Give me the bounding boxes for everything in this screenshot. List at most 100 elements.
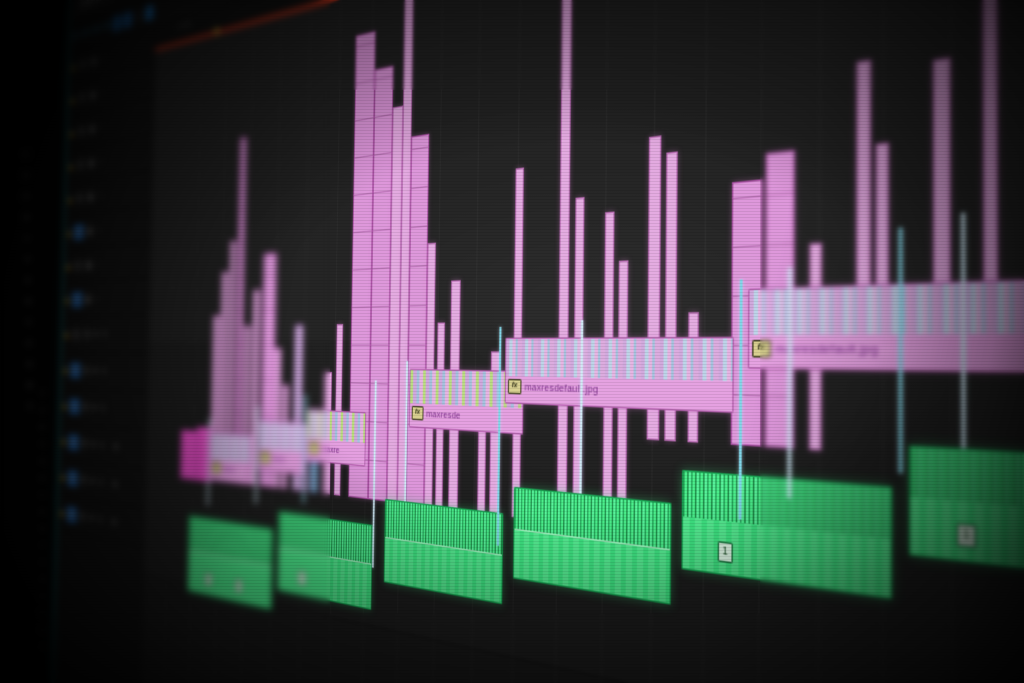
stacked-video-clip[interactable] <box>397 0 414 504</box>
track-number-badge[interactable]: A2 <box>69 362 81 379</box>
audio-clips[interactable]: 121111 <box>155 0 1024 611</box>
track-header-v1[interactable]: 🔒 V1 ◉ ○ <box>61 278 150 318</box>
track-number-badge[interactable]: A6 <box>66 505 77 524</box>
solo-button[interactable]: S <box>102 366 106 376</box>
tool-icon[interactable] <box>39 508 45 515</box>
stacked-video-clip[interactable] <box>322 371 333 495</box>
tool-icon[interactable] <box>39 610 45 617</box>
stacked-video-clip[interactable] <box>333 324 344 496</box>
audio-clip[interactable] <box>512 486 672 605</box>
track-number-badge[interactable]: V2 <box>72 257 84 275</box>
voice-over-button[interactable]: S) <box>113 442 119 452</box>
tool-icon[interactable] <box>39 644 45 650</box>
lock-icon[interactable]: 🔒 <box>65 262 71 272</box>
video-clip[interactable]: fx maxresdefault.jpg <box>504 336 734 414</box>
stacked-video-clip[interactable] <box>856 59 872 354</box>
track-options-icon[interactable]: ○ <box>99 122 103 132</box>
timeline-tracks-area[interactable]: 00:15:00:00 0:00 fxmaxrfxmaxifxmaxrefxma… <box>136 0 1024 683</box>
mute-button[interactable]: M <box>93 366 97 376</box>
lock-icon[interactable]: 🔒 <box>70 62 76 72</box>
stacked-video-clip[interactable] <box>448 280 461 511</box>
stacked-video-clip[interactable] <box>233 136 247 484</box>
tool-icon[interactable] <box>39 440 45 447</box>
eye-icon[interactable]: ◉ <box>87 154 96 171</box>
video-clip[interactable]: fx maxre <box>306 409 367 467</box>
track-options-icon[interactable]: ○ <box>101 53 105 64</box>
clip-edit-handles[interactable] <box>155 0 1024 568</box>
clip-edit-handle[interactable] <box>302 394 307 504</box>
fx-badge[interactable]: fx <box>411 405 424 421</box>
video-clip[interactable]: fx maxresde <box>408 368 524 435</box>
tool-icon[interactable] <box>39 423 45 430</box>
track-options-icon[interactable]: ○ <box>96 259 100 269</box>
eye-icon[interactable]: ◉ <box>85 223 94 239</box>
clip-edit-handle[interactable] <box>738 279 743 520</box>
tool-icon[interactable] <box>39 559 45 566</box>
solo-button[interactable]: S <box>100 440 104 450</box>
fx-badge[interactable]: fx <box>212 461 221 475</box>
tool-icon[interactable] <box>39 525 45 532</box>
tool-icon[interactable] <box>39 627 45 634</box>
eye-icon[interactable]: ◉ <box>88 120 96 137</box>
lock-icon[interactable]: 🔒 <box>64 295 70 305</box>
track-target-icon[interactable]: ■ <box>80 435 89 452</box>
stacked-video-clip[interactable] <box>511 167 524 519</box>
track-row-v2[interactable] <box>148 175 1024 306</box>
track-number-badge[interactable]: V5 <box>75 155 86 174</box>
tool-icon[interactable] <box>39 406 45 413</box>
stacked-video-clip[interactable] <box>386 105 404 503</box>
tool-icon[interactable] <box>39 542 45 549</box>
track-number-badge[interactable]: V4 <box>74 189 85 208</box>
audio-clip[interactable]: 1 <box>277 511 373 611</box>
tool-icon[interactable] <box>22 212 31 222</box>
stacked-video-clip[interactable] <box>616 260 629 532</box>
stacked-video-clip[interactable] <box>210 315 220 481</box>
tool-icon[interactable] <box>24 338 33 348</box>
stacked-video-clip[interactable] <box>932 57 951 354</box>
tool-icon[interactable] <box>39 457 45 464</box>
track-row-v6[interactable] <box>152 0 1024 161</box>
track-row-a2[interactable] <box>146 379 1024 514</box>
track-row-v8[interactable] <box>153 0 1024 89</box>
video-clip[interactable]: fx maxr <box>210 432 251 485</box>
track-row-v1[interactable] <box>148 256 1024 343</box>
video-clip[interactable]: fx maxresdefault.jpg <box>747 266 1024 379</box>
clip-edit-handle[interactable] <box>787 267 792 499</box>
lock-icon[interactable]: 🔒 <box>60 472 66 482</box>
track-options-icon[interactable]: ○ <box>100 88 104 98</box>
fx-badge[interactable]: fx <box>752 339 771 358</box>
tool-icon[interactable] <box>23 296 33 306</box>
stacked-video-clip[interactable] <box>646 135 662 441</box>
fx-badge[interactable]: fx <box>308 441 320 456</box>
eye-icon[interactable]: ◉ <box>84 257 93 273</box>
track-options-icon[interactable]: ○ <box>98 156 102 166</box>
stacked-video-clip[interactable] <box>664 151 678 442</box>
track-number-badge[interactable]: A4 <box>68 433 79 451</box>
tool-icon[interactable] <box>39 390 45 396</box>
track-options-icon[interactable]: ○ <box>98 190 101 200</box>
stacked-video-clip[interactable] <box>602 211 615 530</box>
track-header-a2[interactable]: 🔒 A2 ■ M S <box>60 352 148 393</box>
stacked-video-clip[interactable] <box>310 409 319 493</box>
voice-over-button[interactable]: S) <box>112 479 118 490</box>
track-header-a1[interactable]: 🔒 A1 ■ M S <box>60 315 149 354</box>
track-options-icon[interactable]: ○ <box>97 225 100 235</box>
clip-edit-handle[interactable] <box>207 418 211 506</box>
stacked-video-clip[interactable] <box>477 394 487 514</box>
current-timecode[interactable]: 00:00:00:00 <box>71 19 111 44</box>
stacked-video-clip[interactable] <box>730 179 763 447</box>
stacked-video-clip[interactable] <box>301 425 308 492</box>
track-row-v7[interactable] <box>153 0 1024 125</box>
track-target-icon[interactable]: ■ <box>78 508 87 525</box>
tool-icon[interactable] <box>39 576 45 583</box>
stacked-video-clip[interactable] <box>434 322 446 509</box>
stacked-video-clips[interactable] <box>155 0 1024 532</box>
stacked-video-clip[interactable] <box>405 133 430 507</box>
stacked-video-clip[interactable] <box>348 30 376 500</box>
clip-edit-handle[interactable] <box>579 320 584 494</box>
clip-edit-handle[interactable] <box>898 227 903 474</box>
track-target-icon[interactable]: ■ <box>81 399 90 415</box>
lock-icon[interactable]: 🔒 <box>59 508 65 518</box>
eye-icon[interactable]: ◉ <box>88 86 97 103</box>
